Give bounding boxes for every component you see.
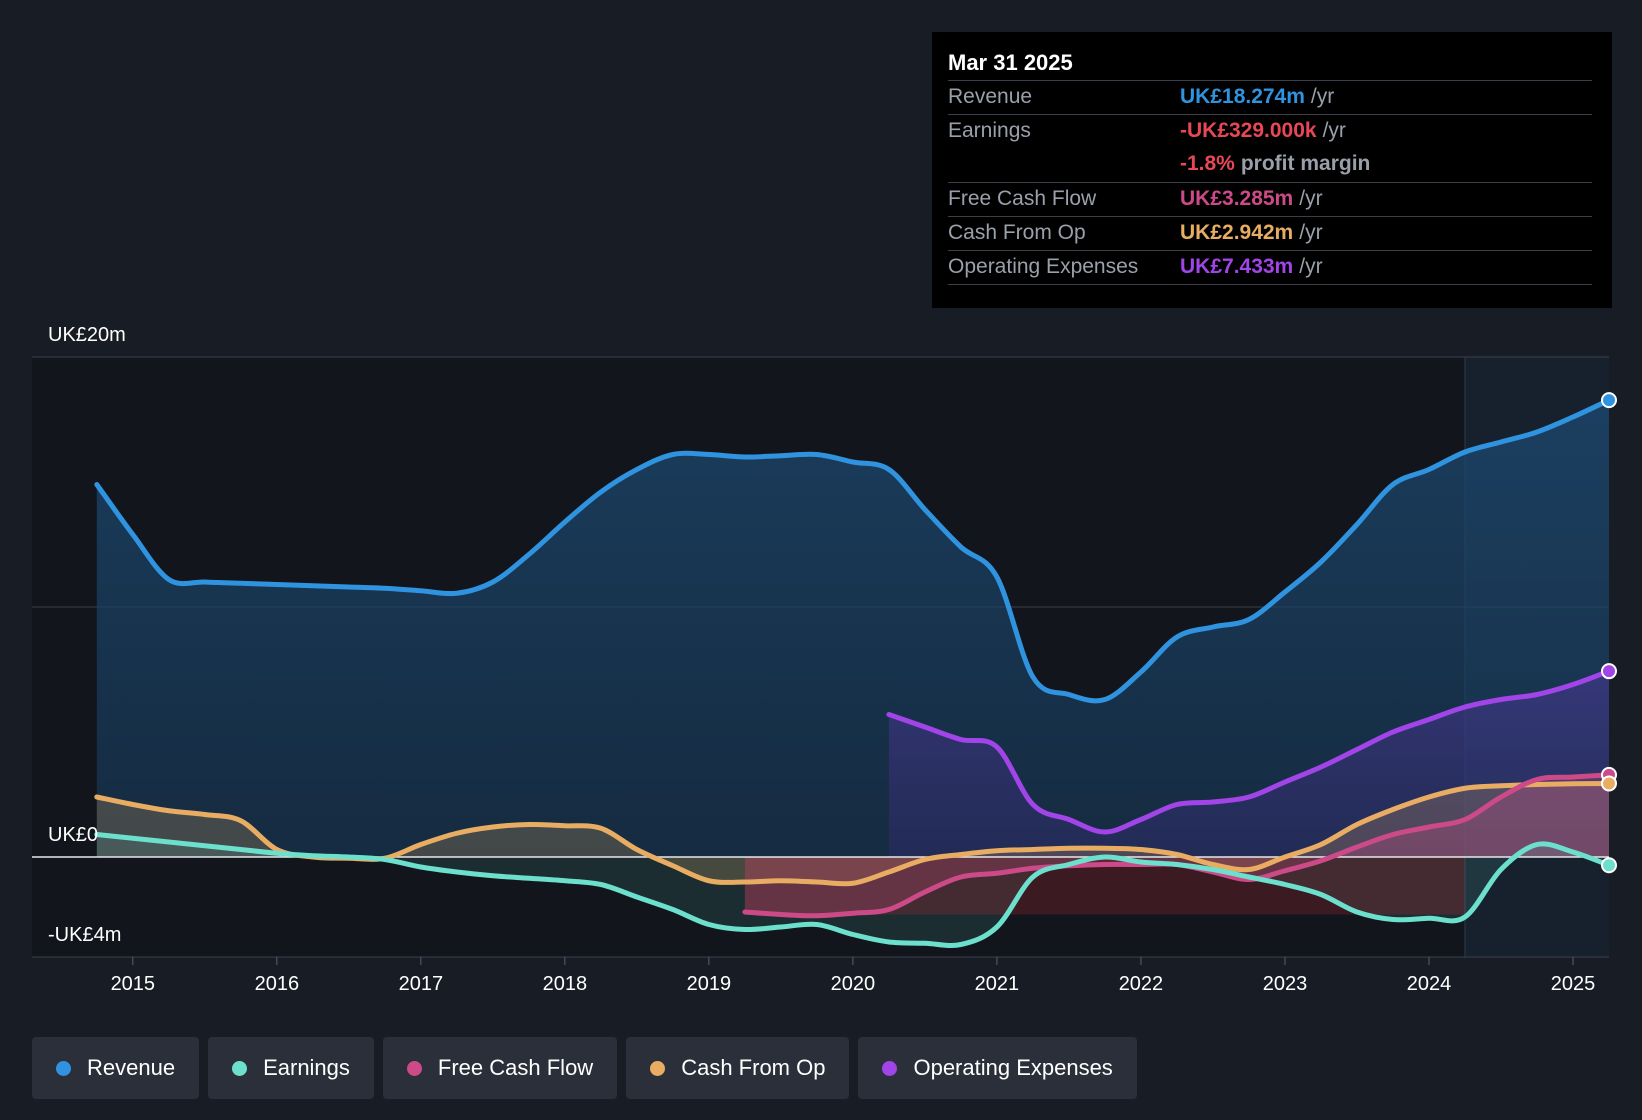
legend-dot-icon	[650, 1060, 666, 1076]
series-end-point	[1601, 663, 1617, 680]
x-tick-label: 2020	[831, 973, 876, 995]
legend-item-free-cash-flow[interactable]: Free Cash Flow	[382, 1037, 618, 1099]
tooltip-row: Earnings -UK£329.000k/yr	[948, 114, 1592, 149]
x-tick-label: 2023	[1263, 973, 1308, 995]
x-tick-label: 2017	[399, 973, 444, 995]
series-end-point	[1601, 775, 1617, 792]
tooltip-label: Revenue	[948, 85, 1033, 108]
series-line-earnings	[94, 832, 1612, 949]
legend-dot-icon	[406, 1060, 422, 1076]
legend-item-cash-from-op[interactable]: Cash From Op	[626, 1037, 850, 1099]
legend-label: Operating Expenses	[913, 1055, 1113, 1080]
legend-item-operating-expenses[interactable]: Operating Expenses	[858, 1037, 1137, 1099]
tooltip-unit: /yr	[1299, 255, 1323, 278]
tooltip-label: Earnings	[948, 119, 1031, 142]
tooltip-unit: /yr	[1299, 187, 1323, 210]
y-tick-label: -UK£4m	[48, 924, 121, 946]
area-revenue	[96, 400, 1609, 857]
x-tick-label: 2018	[543, 973, 588, 995]
tooltip-value: UK£2.942m/yr	[1180, 221, 1323, 244]
tooltip-value: -UK£329.000k/yr	[1180, 119, 1346, 142]
tooltip-value: UK£7.433m/yr	[1180, 255, 1323, 278]
series-line-revenue	[94, 397, 1612, 704]
x-tick-label: 2024	[1407, 973, 1452, 995]
series-end-point	[1601, 392, 1617, 409]
series-end-point	[1601, 857, 1617, 874]
legend: Revenue Earnings Free Cash Flow Cash From O…	[32, 1037, 1137, 1099]
legend-dot-icon	[232, 1060, 248, 1076]
x-tick-label: 2019	[687, 973, 732, 995]
y-tick-label: UK£0	[48, 824, 98, 846]
tooltip-value: -1.8% profit margin	[1180, 152, 1371, 175]
tooltip-label: Free Cash Flow	[948, 187, 1097, 210]
tooltip-unit: /yr	[1322, 119, 1346, 142]
tooltip-panel: Mar 31 2025 Revenue UK£18.274m/yr Earnings…	[932, 32, 1612, 308]
area-operating-expenses	[888, 671, 1609, 857]
x-tick-label: 2015	[111, 973, 156, 995]
legend-label: Revenue	[87, 1055, 176, 1080]
tooltip-date: Mar 31 2025	[948, 50, 1073, 75]
area-free-cash-flow	[744, 774, 1609, 916]
tooltip-divider	[948, 284, 1592, 285]
tooltip-row: Cash From Op UK£2.942m/yr	[948, 216, 1592, 251]
legend-label: Free Cash Flow	[437, 1055, 594, 1080]
tooltip-unit: profit margin	[1240, 152, 1371, 175]
x-tick-label: 2025	[1551, 973, 1596, 995]
legend-item-revenue[interactable]: Revenue	[32, 1037, 200, 1099]
tooltip-value: UK£18.274m/yr	[1180, 85, 1335, 108]
series-line-operating-expenses	[886, 668, 1612, 835]
area-earnings	[96, 834, 1609, 946]
x-tick-label: 2021	[975, 973, 1020, 995]
tooltip-row: -1.8% profit margin	[948, 148, 1592, 182]
x-tick-label: 2016	[255, 973, 300, 995]
tooltip-unit: /yr	[1299, 221, 1323, 244]
tooltip-value: UK£3.285m/yr	[1180, 187, 1323, 210]
area-cash-from-op	[96, 783, 1609, 884]
tooltip-unit: /yr	[1310, 85, 1335, 108]
y-tick-label: UK£20m	[48, 324, 126, 346]
legend-label: Earnings	[263, 1055, 350, 1080]
legend-dot-icon	[882, 1060, 898, 1076]
legend-dot-icon	[56, 1060, 71, 1076]
tooltip-row: Operating Expenses UK£7.433m/yr	[948, 250, 1592, 285]
tooltip-label: Operating Expenses	[948, 255, 1139, 278]
tooltip-label: Cash From Op	[948, 221, 1086, 244]
legend-item-earnings[interactable]: Earnings	[208, 1037, 374, 1099]
tooltip-row: Free Cash Flow UK£3.285m/yr	[948, 182, 1592, 217]
tooltip-row: Revenue UK£18.274m/yr	[948, 80, 1592, 115]
legend-label: Cash From Op	[681, 1055, 826, 1080]
x-tick-label: 2022	[1119, 973, 1164, 995]
